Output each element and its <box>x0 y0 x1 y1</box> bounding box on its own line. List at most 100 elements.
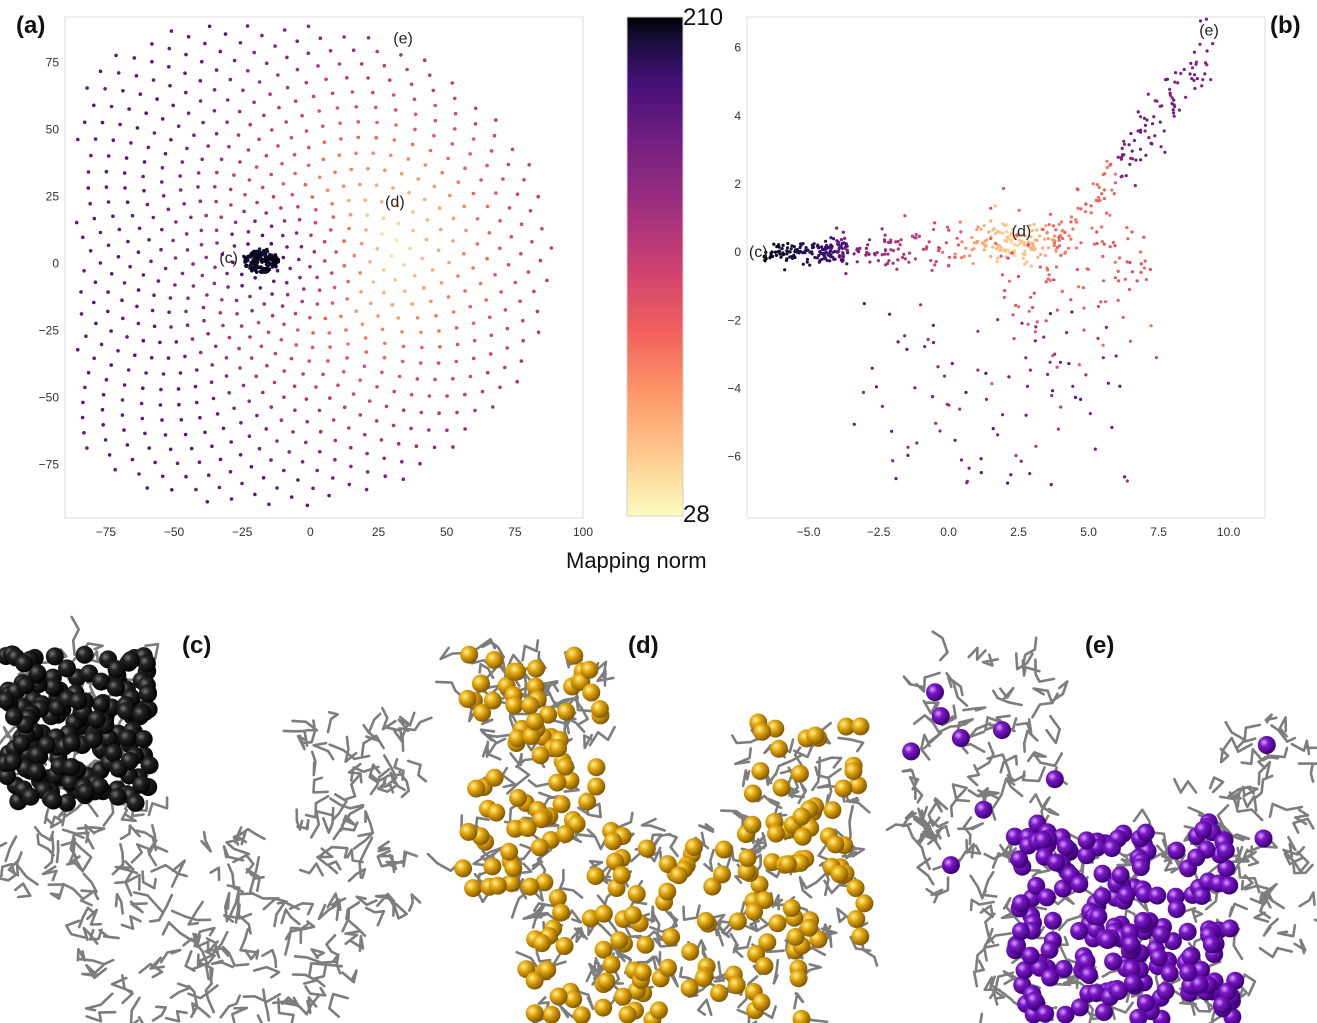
plot-a-xtick-label: 100 <box>573 525 593 539</box>
atom-sphere <box>696 912 715 930</box>
plot-b-point <box>1067 234 1071 238</box>
plot-b-point <box>1195 77 1199 81</box>
plot-a-point <box>117 227 122 232</box>
plot-a-point <box>173 256 178 260</box>
atom-sphere <box>1216 841 1235 860</box>
plot-a-point <box>318 36 323 40</box>
plot-b-point <box>787 250 791 254</box>
plot-a-point <box>436 248 441 253</box>
plot-b-point <box>782 252 786 256</box>
plot-a-point <box>82 269 86 273</box>
plot-a-point <box>237 109 242 114</box>
plot-b-point <box>1125 225 1129 230</box>
plot-b-point <box>768 256 772 260</box>
plot-b-point <box>1105 211 1109 215</box>
atom-sphere <box>1160 964 1179 983</box>
plot-a-point <box>358 413 363 417</box>
plot-a-point <box>413 112 418 117</box>
plot-b-point <box>958 220 962 224</box>
plot-a-point <box>285 280 289 285</box>
atom-sphere <box>1077 831 1096 850</box>
plot-a-point <box>468 304 473 309</box>
plot-a-point <box>419 410 424 415</box>
plot-b-point <box>883 248 888 252</box>
plot-a-point <box>183 354 187 359</box>
plot-b-point <box>889 238 893 242</box>
plot-b-point <box>1116 269 1120 273</box>
plot-a-point <box>220 252 225 256</box>
plot-b-point <box>1120 153 1125 157</box>
plot-a-points <box>74 24 554 508</box>
plot-a-point <box>155 97 159 101</box>
plot-a-point <box>261 252 266 257</box>
plot-a-point <box>94 321 98 326</box>
plot-b-point <box>778 252 782 256</box>
plot-a-point <box>252 50 256 55</box>
plot-a-point <box>184 232 189 236</box>
plot-a-point <box>365 470 370 474</box>
plot-a-point <box>229 497 234 501</box>
plot-a-point <box>182 202 186 206</box>
plot-a-point <box>527 163 531 167</box>
plot-b-point <box>784 258 789 262</box>
plot-a-point <box>503 308 508 312</box>
plot-a-point <box>265 363 269 368</box>
plot-b-point <box>1201 78 1205 82</box>
plot-a-point <box>136 321 141 326</box>
colorbar-max-label: 210 <box>683 4 724 31</box>
plot-b-point <box>1052 243 1056 248</box>
plot-b-point <box>1155 99 1159 103</box>
atom-sphere <box>572 1006 591 1023</box>
plot-b-ytick-label: −2 <box>727 313 741 327</box>
plot-a-point <box>455 342 460 347</box>
plot-a-point <box>156 279 161 283</box>
atom-sphere <box>504 859 523 877</box>
plot-a-point <box>189 215 193 220</box>
plot-b-point <box>1003 289 1007 293</box>
atom-sphere <box>483 691 502 710</box>
plot-a-point <box>290 192 295 197</box>
plot-b-point <box>1032 244 1036 248</box>
plot-b-point <box>979 227 983 231</box>
plot-b-point <box>1135 279 1139 283</box>
plot-a-point <box>265 249 270 254</box>
plot-b-point <box>1005 235 1009 239</box>
atom-sphere <box>1156 981 1175 1000</box>
plot-b-point <box>1057 244 1062 248</box>
atom-sphere <box>118 729 137 748</box>
plot-b-point <box>1179 71 1183 76</box>
plot-b-point <box>1021 256 1025 260</box>
plot-a-point <box>506 263 511 267</box>
plot-b-point <box>947 255 952 259</box>
plot-b-point <box>1153 134 1157 138</box>
plot-a-xtick-label: −50 <box>164 525 185 539</box>
atom-sphere <box>1122 935 1140 954</box>
plot-b-point <box>1069 220 1073 224</box>
plot-a-point <box>166 207 171 212</box>
plot-a-point <box>305 503 310 508</box>
plot-a-point <box>448 193 452 198</box>
plot-a-point <box>282 219 287 223</box>
plot-b-point <box>1048 360 1052 364</box>
atom-sphere <box>1015 961 1034 980</box>
plot-a-point <box>282 28 287 32</box>
plot-a-point <box>296 478 300 482</box>
plot-b-point <box>1096 199 1100 203</box>
plot-b-point <box>1139 250 1143 254</box>
plot-a-point <box>311 94 316 99</box>
plot-a-point <box>244 264 249 269</box>
plot-b-point <box>1044 224 1048 228</box>
plot-a-point <box>239 421 243 425</box>
plot-b-point <box>867 238 872 242</box>
atom-sphere <box>556 825 575 843</box>
plot-a-point <box>342 369 346 374</box>
plot-b-point <box>1035 320 1039 324</box>
plot-a-point <box>137 472 141 476</box>
plot-a-point <box>381 216 386 221</box>
plot-b-point <box>1127 143 1131 147</box>
plot-a-point <box>256 320 261 325</box>
atom-sphere <box>1257 736 1276 754</box>
plot-b-point <box>1005 239 1009 244</box>
plot-b-ytick-label: −6 <box>727 450 741 464</box>
atom-sphere <box>846 879 865 897</box>
